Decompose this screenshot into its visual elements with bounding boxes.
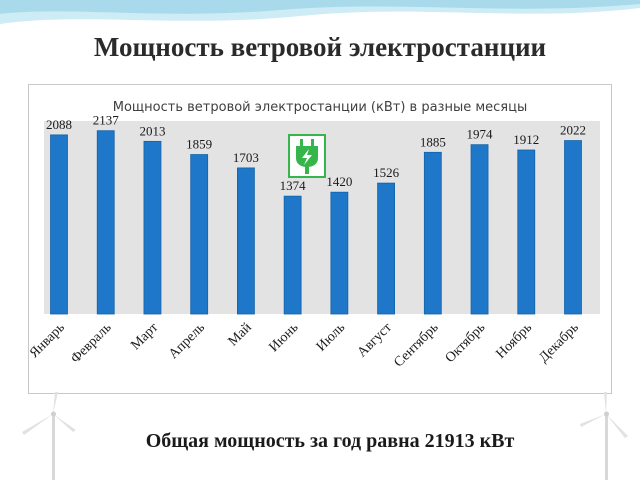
data-label-4: 1859 xyxy=(186,137,212,152)
data-label-2: 2137 xyxy=(93,113,120,128)
bar-7 xyxy=(330,191,349,315)
chart-title: Мощность ветровой электростанции (кВт) в… xyxy=(112,100,528,115)
category-label-9: Сентябрь xyxy=(391,320,441,370)
wind-turbine-icon xyxy=(22,392,76,480)
category-label-5: Май xyxy=(226,320,255,349)
category-label-3: Март xyxy=(128,320,161,353)
bar-8 xyxy=(377,182,395,315)
power-plug-icon xyxy=(288,134,326,178)
bar-1 xyxy=(50,134,68,315)
bar-9 xyxy=(423,151,442,315)
category-label-12: Декабрь xyxy=(536,320,581,365)
category-label-7: Июль xyxy=(314,320,348,354)
category-label-4: Апрель xyxy=(166,320,208,362)
category-label-1: Январь xyxy=(27,320,68,361)
bar-5 xyxy=(237,167,255,315)
data-label-3: 2013 xyxy=(139,123,165,138)
data-label-12: 2022 xyxy=(560,123,586,138)
category-label-6: Июнь xyxy=(266,320,301,355)
bar-12 xyxy=(564,140,582,315)
slide-title: Мощность ветровой электростанции xyxy=(93,32,547,62)
bar-2 xyxy=(96,130,115,315)
data-label-5: 1703 xyxy=(233,150,259,165)
category-label-10: Октябрь xyxy=(443,320,489,366)
data-label-6: 1374 xyxy=(280,178,307,193)
bar-10 xyxy=(470,144,489,315)
data-label-10: 1974 xyxy=(467,127,494,142)
bar-3 xyxy=(143,140,162,315)
data-label-11: 1912 xyxy=(513,132,539,147)
decorative-wave xyxy=(0,0,640,24)
annual-total-text: Общая мощность за год равна 21913 кВт xyxy=(145,430,515,452)
bar-11 xyxy=(517,149,536,315)
data-label-8: 1526 xyxy=(373,165,400,180)
data-label-1: 2088 xyxy=(46,117,72,132)
category-label-2: Февраль xyxy=(68,320,114,366)
category-label-8: Август xyxy=(355,320,395,360)
data-label-9: 1885 xyxy=(420,134,446,149)
bar-6 xyxy=(283,195,302,315)
data-label-7: 1420 xyxy=(326,174,352,189)
wind-turbine-icon xyxy=(580,392,628,480)
category-label-11: Ноябрь xyxy=(494,320,536,362)
bar-4 xyxy=(190,154,209,315)
